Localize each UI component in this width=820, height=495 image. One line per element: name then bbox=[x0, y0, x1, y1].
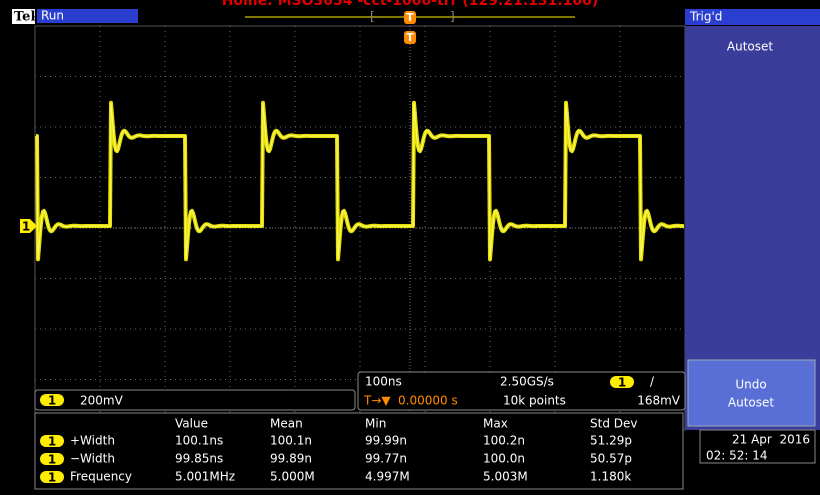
channel-ground-marker bbox=[20, 219, 37, 233]
time: 02: 52: 14 bbox=[706, 449, 768, 463]
measurement-value: 50.57p bbox=[590, 452, 632, 466]
trigger-pos-icon bbox=[404, 11, 416, 24]
column-header: Value bbox=[175, 417, 208, 431]
timebase-readout[interactable] bbox=[357, 371, 686, 411]
column-header: Min bbox=[365, 417, 386, 431]
channel-scale: 200mV bbox=[80, 394, 124, 408]
column-header: Max bbox=[483, 417, 508, 431]
measurement-value: 4.997M bbox=[365, 470, 410, 484]
trigger-source: 1 bbox=[618, 376, 626, 390]
date: 21 Apr 2016 bbox=[732, 433, 810, 447]
measurement-rows: Value Mean Min Max Std Dev 1 +Width 100.1ns 100.… bbox=[40, 417, 637, 485]
trigger-slope: / bbox=[650, 375, 655, 389]
measurement-value: 5.003M bbox=[483, 470, 528, 484]
time-position: 0.00000 s bbox=[398, 394, 458, 408]
channel-number: 1 bbox=[48, 394, 56, 408]
source-pill bbox=[40, 435, 64, 447]
measurement-value: 51.29p bbox=[590, 434, 632, 448]
measurement-value: 100.1ns bbox=[175, 434, 223, 448]
trigger-source-pill bbox=[610, 376, 634, 388]
waveform-highlight bbox=[36, 102, 684, 260]
trigger-marker-label: T bbox=[406, 31, 414, 44]
window-title: Home: MSO3054 -cct-1000-trr (129.21.131.… bbox=[222, 0, 599, 9]
brand-box bbox=[12, 9, 35, 24]
autoset-button[interactable]: Autoset bbox=[727, 40, 773, 54]
trigger-state: Trig'd bbox=[689, 10, 722, 24]
column-header: Std Dev bbox=[590, 417, 637, 431]
measurement-value: 99.85ns bbox=[175, 452, 223, 466]
datetime-box bbox=[699, 429, 816, 464]
undo-autoset-button[interactable] bbox=[687, 359, 816, 427]
run-status: Run bbox=[41, 9, 64, 23]
channel-ground-label: 1 bbox=[22, 220, 30, 234]
source-pill bbox=[40, 453, 64, 465]
undo-autoset-label: Autoset bbox=[728, 396, 774, 410]
measurement-value: 5.001MHz bbox=[175, 470, 235, 484]
trigger-marker bbox=[404, 31, 416, 44]
source-pill bbox=[40, 471, 64, 483]
channel-readout[interactable] bbox=[34, 389, 356, 411]
measurement-value: 100.0n bbox=[483, 452, 525, 466]
measurement-value: 99.99n bbox=[365, 434, 407, 448]
trigd-bar bbox=[685, 9, 820, 25]
measurement-value: 99.89n bbox=[270, 452, 312, 466]
record-bracket: ] bbox=[450, 10, 455, 24]
measurement-value: 5.000M bbox=[270, 470, 315, 484]
sample-rate: 2.50GS/s bbox=[500, 375, 554, 389]
time-scale: 100ns bbox=[365, 375, 402, 389]
run-bar bbox=[37, 9, 138, 23]
record-bracket: [ bbox=[370, 10, 375, 24]
column-header: Mean bbox=[270, 417, 303, 431]
source: 1 bbox=[48, 453, 56, 467]
undo-label: Undo bbox=[735, 378, 766, 392]
measurement-value: 99.77n bbox=[365, 452, 407, 466]
source: 1 bbox=[48, 435, 56, 449]
trigger-pos-label: T bbox=[406, 11, 414, 24]
measurement-value: 1.180k bbox=[590, 470, 631, 484]
measurement-value: 100.2n bbox=[483, 434, 525, 448]
measurement-table bbox=[34, 412, 684, 490]
source: 1 bbox=[48, 471, 56, 485]
measurement-name: +Width bbox=[70, 434, 115, 448]
measurement-value: 100.1n bbox=[270, 434, 312, 448]
record-length: 10k points bbox=[503, 394, 566, 408]
brand: Tek bbox=[14, 10, 40, 25]
position-marker: T→▼ bbox=[363, 394, 391, 408]
trigger-level: 168mV bbox=[637, 394, 681, 408]
measurement-name: Frequency bbox=[70, 470, 132, 484]
measurement-name: −Width bbox=[70, 452, 115, 466]
channel-pill bbox=[40, 394, 64, 406]
